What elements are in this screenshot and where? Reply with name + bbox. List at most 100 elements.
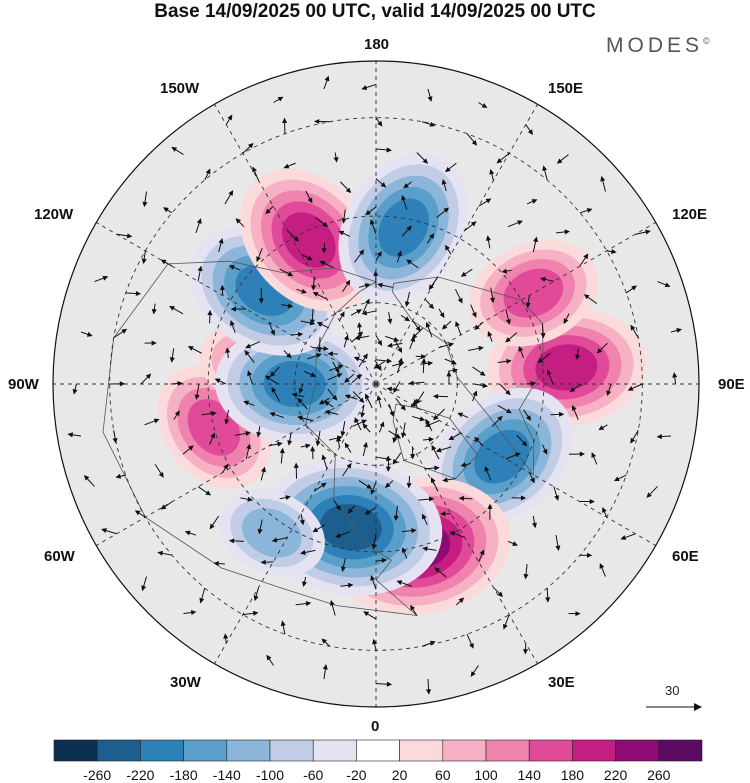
wind-vector [324, 409, 339, 415]
wind-vector [363, 611, 377, 620]
wind-vector [600, 175, 606, 192]
wind-vector [358, 283, 371, 288]
wind-vector [362, 441, 368, 457]
wind-vector [321, 454, 328, 470]
wind-vector [309, 308, 315, 325]
wind-vector [484, 465, 492, 481]
wind-vector [327, 373, 343, 381]
wind-vector [579, 498, 595, 505]
colorbar: -260 -220 -180 -140 -100 -60 -20 20 60 100 140 180 2… [53, 739, 703, 783]
wind-vector [112, 430, 118, 444]
wind-vector [550, 411, 565, 417]
colorbar-tick-label: -260 [83, 767, 111, 783]
anomaly-center-j [240, 168, 378, 312]
wind-vector [396, 580, 412, 587]
wind-vector [351, 374, 362, 384]
wind-vector [365, 393, 373, 409]
wind-vector [505, 332, 518, 343]
wind-vector [525, 295, 531, 309]
wind-vector [354, 249, 365, 263]
wind-vector [199, 587, 206, 604]
wind-vector [430, 477, 439, 492]
wind-vector [230, 306, 247, 312]
wind-vector [457, 412, 469, 418]
colorbar-tick-label: -100 [256, 767, 284, 783]
wind-vector [271, 386, 280, 402]
wind-vector [602, 507, 608, 518]
wind-vector [472, 390, 478, 402]
colorbar-tick-label: -220 [126, 767, 154, 783]
wind-vector [318, 397, 330, 405]
wind-vector [151, 303, 157, 315]
wind-vector [441, 320, 452, 330]
wind-vector [434, 567, 447, 578]
wind-vector [418, 496, 435, 502]
wind-vector [563, 313, 570, 325]
wind-vector [305, 190, 313, 204]
wind-vector [377, 282, 394, 288]
wind-vector [497, 405, 512, 414]
wind-vector [268, 322, 275, 336]
wind-vector [526, 199, 538, 205]
wind-vector [281, 303, 294, 309]
wind-vector [300, 253, 313, 261]
wind-vector [499, 383, 511, 396]
wind-vector [421, 513, 428, 526]
colorbar-swatch [269, 739, 314, 762]
wind-vector [370, 574, 377, 590]
colorbar-tick-label: -140 [213, 767, 241, 783]
wind-vector [268, 441, 283, 447]
wind-vector [279, 495, 291, 501]
wind-vector [67, 432, 82, 438]
wind-vector [350, 309, 362, 316]
wind-vector [245, 341, 261, 349]
wind-vector [523, 409, 532, 421]
wind-vector [218, 237, 224, 253]
wind-vector [433, 408, 446, 421]
anomaly-contour [503, 268, 564, 318]
wind-vector [532, 236, 539, 253]
wind-vector [522, 643, 529, 655]
wind-vector [352, 419, 368, 427]
wind-vector [101, 528, 117, 535]
wind-vector [169, 348, 175, 363]
wind-vector [556, 154, 569, 164]
wind-vector [487, 503, 493, 520]
wind-vector [627, 383, 643, 391]
wind-vector [431, 444, 440, 460]
anomaly-contour [282, 212, 336, 268]
wind-vector [375, 251, 382, 261]
wind-vector [225, 114, 233, 125]
wind-vector [228, 538, 245, 544]
wind-vector [83, 475, 95, 487]
wind-vector [356, 322, 363, 339]
wind-vector [630, 324, 639, 339]
meridian-line [96, 222, 377, 385]
wind-vector [409, 336, 416, 350]
wind-vector [280, 620, 286, 635]
wind-vector [265, 205, 274, 215]
wind-vector [323, 75, 330, 90]
wind-vector [230, 320, 236, 333]
meridian-line [214, 383, 377, 664]
wind-vector [260, 559, 274, 565]
wind-vector [375, 178, 387, 188]
wind-vector [353, 356, 367, 363]
wind-vector [315, 217, 329, 227]
wind-vector [545, 587, 551, 603]
wind-vector [109, 381, 126, 387]
colorbar-swatch [572, 739, 616, 762]
wind-vector [620, 533, 636, 540]
wind-vector [474, 436, 484, 447]
meridian-line [375, 222, 656, 385]
wind-vector [553, 486, 560, 501]
wind-vector [375, 117, 383, 127]
wind-vector [440, 511, 451, 517]
wind-vector [361, 83, 377, 90]
wind-vector [273, 96, 284, 103]
wind-vector [300, 443, 311, 449]
wind-vector [364, 507, 377, 515]
wind-vector [406, 476, 412, 489]
wind-vector [403, 181, 412, 189]
wind-vector [460, 268, 473, 277]
